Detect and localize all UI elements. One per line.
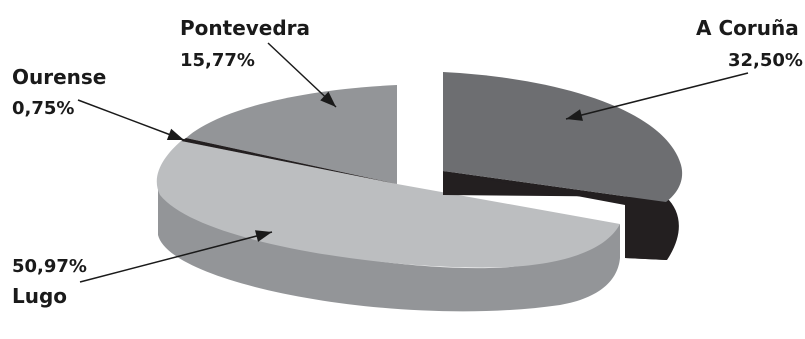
leader-lugo-arrowhead — [255, 230, 272, 242]
leader-ourense — [77, 99, 185, 141]
leader-pontevedra-arrowhead — [320, 91, 336, 107]
leader-ourense-arrowhead — [166, 128, 184, 140]
slice-lugo — [156, 141, 621, 268]
label-pontevedra-name: Pontevedra — [180, 16, 310, 40]
slice-side-a-coruna — [443, 171, 679, 260]
slice-ourense — [181, 138, 397, 184]
slice-side-lugo — [158, 183, 620, 312]
leader-a-coruna — [565, 72, 749, 120]
label-a-coruna-value: 32,50% — [728, 50, 803, 71]
label-lugo-value: 50,97% — [12, 256, 87, 277]
label-ourense-name: Ourense — [12, 65, 106, 89]
label-lugo-name: Lugo — [12, 284, 67, 308]
leader-a-coruna-arrowhead — [566, 109, 583, 121]
slice-side-a-coruna-front — [443, 171, 666, 260]
label-pontevedra-value: 15,77% — [180, 50, 255, 71]
leader-lugo — [79, 231, 273, 283]
label-a-coruna-name: A Coruña — [696, 16, 799, 40]
label-ourense-value: 0,75% — [12, 98, 74, 119]
slice-a-coruna — [443, 72, 683, 202]
slice-pontevedra — [186, 85, 397, 184]
